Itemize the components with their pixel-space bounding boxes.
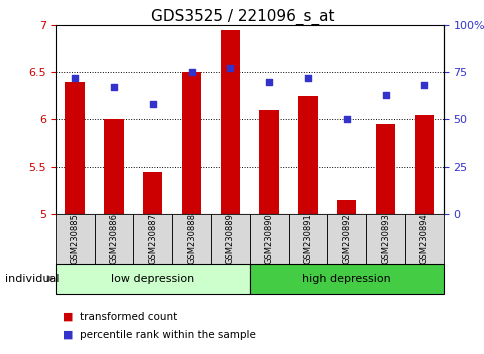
- Bar: [94, 214, 133, 264]
- Text: GSM230891: GSM230891: [303, 213, 312, 264]
- Bar: [259, 110, 278, 214]
- Text: GSM230887: GSM230887: [148, 213, 157, 264]
- Text: GSM230890: GSM230890: [264, 213, 273, 264]
- Bar: [249, 264, 443, 294]
- Text: GSM230889: GSM230889: [226, 213, 234, 264]
- Point: [303, 75, 311, 81]
- Bar: [220, 29, 240, 214]
- Text: individual: individual: [5, 274, 59, 284]
- Text: high depression: high depression: [302, 274, 390, 284]
- Bar: [298, 96, 317, 214]
- Point: [381, 92, 389, 98]
- Point: [265, 79, 272, 84]
- Bar: [182, 72, 201, 214]
- Bar: [249, 214, 288, 264]
- Point: [187, 69, 195, 75]
- Text: GDS3525 / 221096_s_at: GDS3525 / 221096_s_at: [151, 9, 333, 25]
- Bar: [133, 214, 172, 264]
- Point: [420, 82, 427, 88]
- Bar: [404, 214, 443, 264]
- Bar: [143, 172, 162, 214]
- Bar: [365, 214, 404, 264]
- Bar: [414, 115, 433, 214]
- Point: [226, 65, 234, 71]
- Point: [149, 102, 156, 107]
- Text: percentile rank within the sample: percentile rank within the sample: [80, 330, 256, 339]
- Text: GSM230888: GSM230888: [187, 213, 196, 264]
- Point: [342, 116, 350, 122]
- Bar: [288, 214, 327, 264]
- Bar: [104, 119, 123, 214]
- Text: transformed count: transformed count: [80, 312, 177, 322]
- Bar: [56, 264, 249, 294]
- Bar: [65, 81, 85, 214]
- Text: GSM230894: GSM230894: [419, 213, 428, 264]
- Point: [71, 75, 79, 81]
- Text: GSM230886: GSM230886: [109, 213, 118, 264]
- Text: GSM230893: GSM230893: [380, 213, 389, 264]
- Text: low depression: low depression: [111, 274, 194, 284]
- Text: ■: ■: [63, 312, 74, 322]
- Bar: [172, 214, 211, 264]
- Text: GSM230892: GSM230892: [342, 213, 350, 264]
- Bar: [375, 124, 394, 214]
- Text: ■: ■: [63, 330, 74, 339]
- Bar: [336, 200, 356, 214]
- Bar: [56, 214, 94, 264]
- Point: [110, 85, 118, 90]
- Bar: [211, 214, 249, 264]
- Bar: [327, 214, 365, 264]
- Text: GSM230885: GSM230885: [71, 213, 79, 264]
